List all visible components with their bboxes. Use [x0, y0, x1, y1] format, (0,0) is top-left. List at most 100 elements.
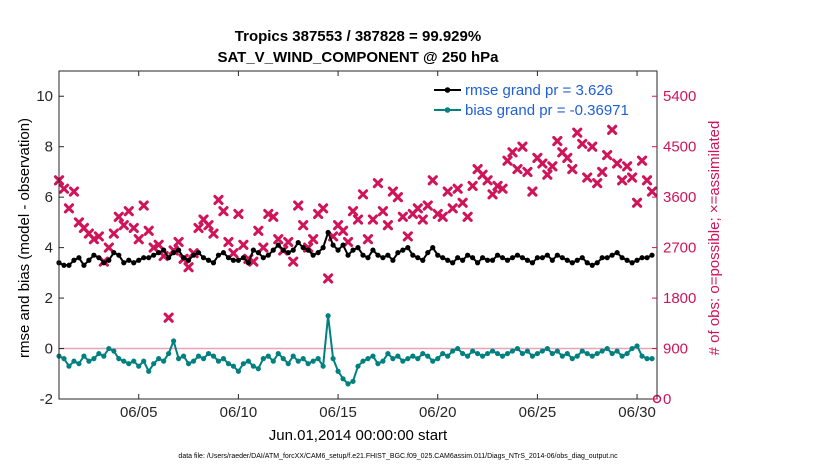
bias-point [365, 356, 371, 362]
bias-point [290, 353, 296, 359]
bias-point [260, 356, 266, 362]
rmse-point [639, 255, 645, 261]
rmse-point [524, 257, 531, 263]
rmse-point [240, 255, 246, 261]
y-left-tick-label: 4 [45, 240, 53, 257]
chart-title: Tropics 387553 / 387828 = 99.929% [235, 28, 481, 45]
rmse-point [96, 255, 102, 261]
obs-marker [213, 194, 224, 206]
rmse-point [250, 247, 256, 253]
obs-marker [323, 273, 334, 284]
rmse-point [574, 257, 580, 263]
bias-point [91, 356, 97, 362]
bias-point [455, 345, 461, 352]
rmse-point [166, 255, 172, 261]
obs-marker [617, 175, 628, 186]
obs-marker [457, 197, 468, 208]
legend-entry-label: rmse grand pr = 3.626 [465, 82, 613, 99]
bias-point [589, 353, 595, 359]
rmse-point [584, 260, 590, 266]
y-left-tick-label: 8 [45, 139, 53, 156]
rmse-point [330, 242, 336, 248]
rmse-point [470, 255, 476, 261]
bias-point [270, 358, 276, 364]
rmse-point [549, 257, 555, 263]
bias-point [265, 353, 271, 359]
rmse-point [460, 257, 466, 263]
rmse-point [275, 242, 281, 248]
bias-point [345, 381, 351, 387]
bias-point [285, 361, 291, 367]
bias-point [549, 350, 555, 357]
bias-point [295, 358, 301, 364]
rmse-point [340, 242, 346, 248]
y-right-tick-label: 3600 [663, 189, 696, 206]
obs-marker [258, 242, 269, 253]
obs-marker [397, 211, 408, 222]
obs-marker [63, 203, 75, 214]
rmse-point [121, 260, 127, 266]
bias-point [639, 353, 645, 359]
rmse-point [76, 255, 82, 261]
rmse-point [320, 245, 326, 251]
obs-marker [133, 234, 144, 245]
bias-point [210, 353, 217, 359]
rmse-point [180, 255, 187, 261]
rmse-point [210, 260, 217, 266]
bias-point [574, 353, 580, 359]
obs-marker [308, 234, 319, 245]
obs-marker [392, 192, 403, 203]
rmse-point [71, 257, 77, 263]
obs-marker [362, 234, 374, 245]
rmse-point [390, 257, 396, 263]
obs-marker [622, 161, 633, 172]
rmse-point [395, 250, 401, 256]
rmse-point [430, 245, 436, 251]
bias-point [131, 358, 137, 364]
obs-marker [597, 166, 608, 178]
y-left-tick-label: 10 [36, 88, 53, 105]
obs-marker [88, 234, 99, 245]
bias-point [395, 353, 401, 359]
bias-point [171, 338, 177, 344]
rmse-point [345, 252, 351, 258]
obs-marker [542, 169, 553, 180]
rmse-point [380, 255, 386, 261]
bias-point [350, 378, 356, 384]
bias-point [335, 368, 341, 374]
bias-point [624, 350, 630, 357]
obs-marker [118, 220, 129, 231]
rmse-point [255, 250, 261, 256]
legend-swatch-marker [444, 87, 451, 93]
x-tick-label: 06/25 [519, 404, 557, 421]
obs-marker [562, 152, 573, 164]
bias-point [569, 356, 575, 362]
obs-marker [527, 186, 538, 197]
y-axis-right-label: # of obs: o=possible; ×=assimilated [706, 121, 723, 356]
obs-marker [646, 186, 658, 197]
obs-marker [93, 231, 104, 242]
bias-point [161, 358, 167, 364]
rmse-point [230, 257, 237, 263]
bias-point [609, 350, 615, 357]
bias-point [280, 356, 286, 362]
bias-point [534, 350, 541, 357]
bias-point [146, 368, 152, 374]
bias-point [360, 358, 366, 364]
rmse-point [185, 257, 192, 263]
plot-background [59, 71, 657, 399]
rmse-point [385, 252, 391, 258]
obs-marker [377, 206, 389, 217]
rmse-point [509, 255, 516, 261]
legend-entry-label: bias grand pr = -0.36971 [465, 102, 629, 119]
bias-point [225, 361, 232, 367]
obs-marker [572, 127, 583, 138]
bias-point [255, 366, 261, 372]
rmse-point [131, 260, 137, 266]
rmse-point [111, 250, 117, 256]
obs-marker [293, 200, 304, 211]
rmse-point [529, 260, 536, 266]
bias-point [629, 345, 635, 352]
bias-point [81, 353, 87, 359]
rmse-point [499, 255, 506, 261]
